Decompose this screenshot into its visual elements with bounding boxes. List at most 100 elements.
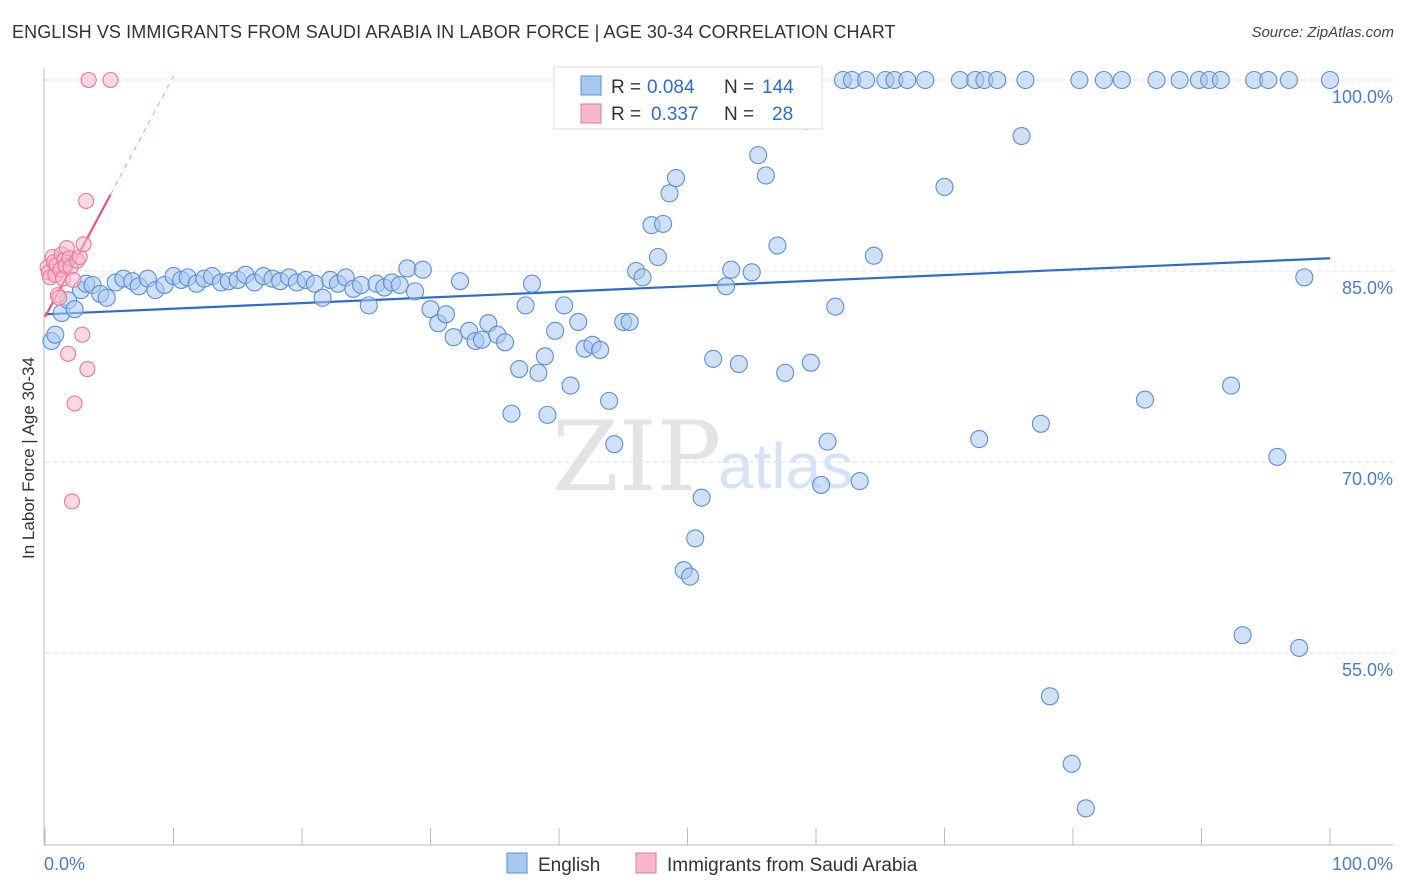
english-point <box>516 296 535 315</box>
english-point <box>1259 70 1278 90</box>
english-point <box>569 312 588 331</box>
english-point <box>1062 754 1081 773</box>
saudi-trend-extension <box>110 75 174 195</box>
english-point <box>1012 126 1031 146</box>
english-point <box>398 259 417 278</box>
english-point <box>648 247 667 267</box>
grid-layer <box>45 79 1393 654</box>
saudi-point <box>102 71 119 89</box>
english-point <box>620 312 639 331</box>
english-point <box>1076 799 1095 818</box>
y-tick-label: 100.0% <box>1332 87 1393 107</box>
english-point <box>1295 268 1314 287</box>
english-point <box>704 349 723 368</box>
english-point <box>555 296 574 315</box>
english-point <box>1279 70 1298 90</box>
saudi-point <box>60 345 77 362</box>
english-point <box>97 288 116 307</box>
english-point <box>801 353 820 372</box>
english-point <box>535 347 554 366</box>
english-point <box>742 263 761 282</box>
english-point <box>591 340 610 359</box>
english-point <box>729 354 748 374</box>
saudi-point <box>65 271 82 288</box>
english-point <box>633 268 652 287</box>
english-point <box>988 70 1007 90</box>
english-point <box>935 177 954 197</box>
english-point <box>1094 70 1113 90</box>
english-point <box>502 404 521 423</box>
saudi-point <box>51 289 68 306</box>
legend-english-r-value: 0.084 <box>647 77 695 98</box>
english-point <box>1268 447 1287 466</box>
english-point <box>522 274 542 293</box>
english-point <box>1290 638 1309 657</box>
english-point <box>850 472 869 491</box>
english-point <box>313 288 332 307</box>
english-trend-line <box>44 257 1331 316</box>
bottom-legend-saudi-swatch <box>635 852 657 874</box>
english-point <box>756 166 775 185</box>
english-point <box>495 333 515 352</box>
english-point <box>1320 70 1340 90</box>
english-point <box>776 363 795 382</box>
legend-english-n-value: 144 <box>762 77 794 98</box>
english-point <box>716 277 736 296</box>
legend-box: R = 0.084 N = 144 R = 0.337 N = 28 <box>553 66 823 130</box>
legend-saudi-n-label: N = <box>724 104 754 125</box>
y-tick-layer: 55.0% 70.0% 85.0% 100.0% <box>1332 87 1393 680</box>
english-point <box>950 70 969 90</box>
legend-saudi-r-label: R = <box>611 104 641 125</box>
bottom-legend-saudi-label: Immigrants from Saudi Arabia <box>667 855 918 876</box>
english-point <box>1170 70 1189 90</box>
legend-english-n-label: N = <box>724 77 754 98</box>
source-label: Source: ZipAtlas.com <box>1251 24 1394 41</box>
english-point <box>1112 70 1131 90</box>
english-point <box>1222 376 1241 395</box>
y-tick-label: 85.0% <box>1342 278 1393 298</box>
english-point <box>1147 70 1166 90</box>
bottom-legend: English Immigrants from Saudi Arabia <box>506 852 918 876</box>
english-point <box>390 275 409 295</box>
watermark-zip: ZIP <box>552 401 721 513</box>
english-point <box>654 214 673 233</box>
english-point <box>561 376 580 395</box>
english-point <box>1211 70 1230 90</box>
english-point <box>46 325 65 344</box>
english-point <box>1135 390 1155 409</box>
english-point <box>864 246 883 265</box>
english-point <box>692 488 711 507</box>
english-point <box>1233 626 1252 645</box>
saudi-point <box>74 326 91 343</box>
saudi-point <box>80 71 97 89</box>
legend-english-swatch <box>580 75 602 96</box>
english-point <box>529 363 548 382</box>
y-axis-label: In Labor Force | Age 30-34 <box>19 357 38 559</box>
bottom-legend-english-swatch <box>506 852 528 874</box>
english-point <box>600 391 619 410</box>
saudi-point <box>66 395 83 412</box>
english-point <box>916 70 935 90</box>
english-point <box>436 305 455 324</box>
english-point <box>1070 70 1089 90</box>
points-layer <box>39 70 1340 818</box>
english-point <box>681 567 700 586</box>
legend-saudi-n-value: 28 <box>772 104 793 125</box>
english-point <box>970 430 989 449</box>
english-point <box>660 184 679 203</box>
english-point <box>472 330 491 349</box>
english-point <box>749 146 768 165</box>
axes-layer <box>43 68 1393 846</box>
english-point <box>538 405 557 424</box>
english-point <box>768 236 787 255</box>
chart-title: ENGLISH VS IMMIGRANTS FROM SAUDI ARABIA … <box>12 22 896 42</box>
x-tick-max: 100.0% <box>1332 854 1393 874</box>
english-point <box>605 435 624 454</box>
english-point <box>686 529 705 548</box>
english-point <box>1016 70 1035 90</box>
legend-saudi-swatch <box>580 103 602 124</box>
x-tick-min: 0.0% <box>44 854 85 874</box>
english-point <box>812 475 831 494</box>
english-point <box>352 275 371 295</box>
